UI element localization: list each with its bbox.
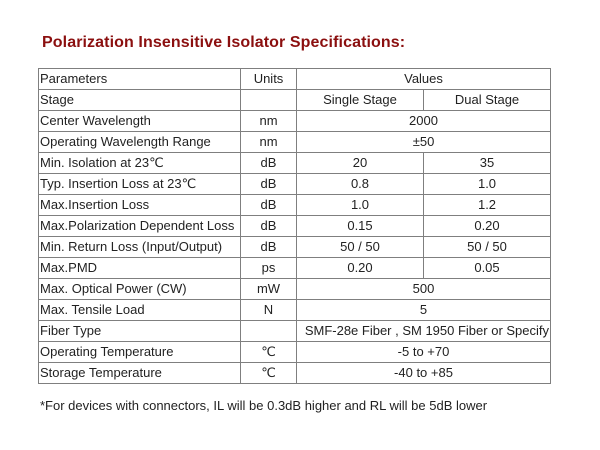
table-row: Center Wavelength nm 2000 [38, 110, 552, 132]
row-value-single: 0.15 [296, 215, 424, 237]
row-units [240, 320, 297, 342]
row-parameter: Max.Polarization Dependent Loss [38, 215, 241, 237]
footnote: *For devices with connectors, IL will be… [40, 398, 488, 413]
table-row: Typ. Insertion Loss at 23℃ dB 0.8 1.0 [38, 173, 552, 195]
row-value-single: 0.8 [296, 173, 424, 195]
row-parameter: Operating Wavelength Range [38, 131, 241, 153]
row-parameter: Center Wavelength [38, 110, 241, 132]
row-parameter: Max.Insertion Loss [38, 194, 241, 216]
header-parameters: Parameters [38, 68, 241, 90]
page-title: Polarization Insensitive Isolator Specif… [42, 34, 406, 51]
row-value: ±50 [295, 131, 552, 153]
row-units: dB [240, 215, 297, 237]
table-row: Max.Polarization Dependent Loss dB 0.15 … [38, 215, 552, 237]
row-units: dB [240, 173, 297, 195]
table-header-row: Parameters Units Values [38, 68, 552, 90]
table-row: Max.PMD ps 0.20 0.05 [38, 257, 552, 279]
row-parameter: Min. Return Loss (Input/Output) [38, 236, 241, 258]
row-value-dual: 1.0 [422, 173, 552, 195]
specifications-table: Parameters Units Values Stage Single Sta… [38, 68, 552, 384]
row-value: 500 [295, 278, 552, 300]
row-parameter: Typ. Insertion Loss at 23℃ [38, 173, 241, 195]
table-row: Storage Temperature ℃ -40 to +85 [38, 362, 552, 384]
row-units: nm [240, 110, 297, 132]
row-units: nm [240, 131, 297, 153]
row-value: 2000 [295, 110, 552, 132]
row-value: 5 [295, 299, 552, 321]
stage-label: Stage [38, 89, 241, 111]
stage-row: Stage Single Stage Dual Stage [38, 89, 552, 111]
stage-units [240, 89, 297, 111]
row-units: N [240, 299, 297, 321]
row-parameter: Max.PMD [38, 257, 241, 279]
table-row: Operating Wavelength Range nm ±50 [38, 131, 552, 153]
row-units: dB [240, 194, 297, 216]
row-units: ℃ [240, 341, 297, 363]
row-units: dB [240, 152, 297, 174]
row-value: -40 to +85 [295, 362, 552, 384]
row-value-single: 20 [296, 152, 424, 174]
row-parameter: Min. Isolation at 23℃ [38, 152, 241, 174]
table-row: Max. Optical Power (CW) mW 500 [38, 278, 552, 300]
row-units: dB [240, 236, 297, 258]
row-parameter: Max. Optical Power (CW) [38, 278, 241, 300]
row-parameter: Fiber Type [38, 320, 241, 342]
row-value-dual: 0.20 [422, 215, 552, 237]
header-units: Units [240, 68, 297, 90]
table-row: Max.Insertion Loss dB 1.0 1.2 [38, 194, 552, 216]
row-value-dual: 0.05 [422, 257, 552, 279]
row-value-dual: 1.2 [422, 194, 552, 216]
row-value: -5 to +70 [295, 341, 552, 363]
table-row: Min. Isolation at 23℃ dB 20 35 [38, 152, 552, 174]
row-value-dual: 35 [422, 152, 552, 174]
row-value-single: 50 / 50 [296, 236, 424, 258]
row-parameter: Storage Temperature [38, 362, 241, 384]
row-value-dual: 50 / 50 [422, 236, 552, 258]
row-parameter: Max. Tensile Load [38, 299, 241, 321]
table-row: Fiber Type SMF-28e Fiber , SM 1950 Fiber… [38, 320, 552, 342]
row-value-single: 1.0 [296, 194, 424, 216]
table-row: Operating Temperature ℃ -5 to +70 [38, 341, 552, 363]
stage-single: Single Stage [296, 89, 424, 111]
table-row: Min. Return Loss (Input/Output) dB 50 / … [38, 236, 552, 258]
table-row: Max. Tensile Load N 5 [38, 299, 552, 321]
row-units: ps [240, 257, 297, 279]
row-units: ℃ [240, 362, 297, 384]
row-units: mW [240, 278, 297, 300]
stage-dual: Dual Stage [422, 89, 552, 111]
row-value: SMF-28e Fiber , SM 1950 Fiber or Specify [295, 320, 552, 342]
row-value-single: 0.20 [296, 257, 424, 279]
row-parameter: Operating Temperature [38, 341, 241, 363]
header-values: Values [295, 68, 552, 90]
